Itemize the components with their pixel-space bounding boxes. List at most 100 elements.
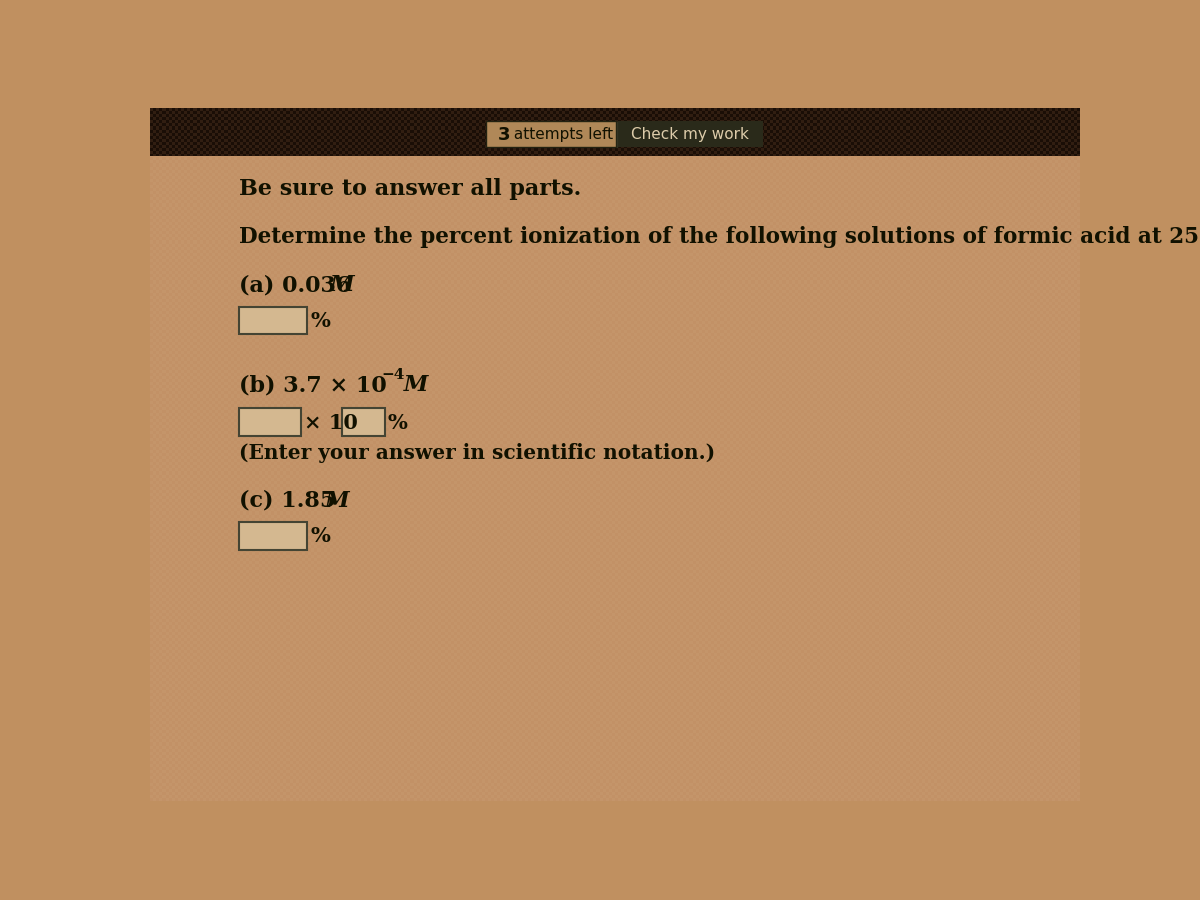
FancyBboxPatch shape	[928, 210, 931, 212]
FancyBboxPatch shape	[841, 253, 845, 256]
FancyBboxPatch shape	[256, 139, 258, 142]
FancyBboxPatch shape	[904, 382, 906, 385]
FancyBboxPatch shape	[361, 632, 364, 634]
FancyBboxPatch shape	[1052, 191, 1055, 194]
FancyBboxPatch shape	[497, 626, 500, 628]
FancyBboxPatch shape	[218, 410, 221, 413]
FancyBboxPatch shape	[236, 453, 240, 456]
FancyBboxPatch shape	[835, 266, 839, 268]
FancyBboxPatch shape	[314, 450, 317, 453]
FancyBboxPatch shape	[391, 392, 395, 394]
FancyBboxPatch shape	[608, 755, 612, 758]
FancyBboxPatch shape	[518, 253, 522, 256]
FancyBboxPatch shape	[776, 324, 779, 327]
FancyBboxPatch shape	[506, 708, 510, 712]
FancyBboxPatch shape	[512, 339, 516, 342]
FancyBboxPatch shape	[959, 339, 962, 342]
FancyBboxPatch shape	[242, 632, 246, 634]
FancyBboxPatch shape	[377, 690, 379, 693]
FancyBboxPatch shape	[218, 656, 221, 660]
FancyBboxPatch shape	[802, 385, 804, 388]
FancyBboxPatch shape	[494, 197, 497, 201]
FancyBboxPatch shape	[571, 619, 575, 623]
FancyBboxPatch shape	[401, 431, 404, 435]
FancyBboxPatch shape	[553, 465, 556, 468]
FancyBboxPatch shape	[764, 632, 767, 634]
FancyBboxPatch shape	[518, 474, 522, 478]
FancyBboxPatch shape	[289, 382, 293, 385]
FancyBboxPatch shape	[640, 687, 643, 690]
FancyBboxPatch shape	[742, 444, 745, 446]
FancyBboxPatch shape	[438, 425, 442, 428]
FancyBboxPatch shape	[534, 176, 538, 179]
FancyBboxPatch shape	[1070, 339, 1074, 342]
FancyBboxPatch shape	[150, 182, 154, 185]
FancyBboxPatch shape	[608, 613, 612, 617]
FancyBboxPatch shape	[968, 533, 972, 536]
FancyBboxPatch shape	[990, 487, 994, 490]
FancyBboxPatch shape	[841, 598, 845, 601]
FancyBboxPatch shape	[847, 487, 851, 490]
FancyBboxPatch shape	[1039, 314, 1043, 318]
FancyBboxPatch shape	[749, 727, 751, 730]
FancyBboxPatch shape	[876, 761, 878, 764]
FancyBboxPatch shape	[209, 758, 212, 761]
FancyBboxPatch shape	[968, 749, 972, 752]
FancyBboxPatch shape	[559, 681, 563, 684]
FancyBboxPatch shape	[295, 671, 299, 675]
FancyBboxPatch shape	[667, 333, 671, 336]
FancyBboxPatch shape	[839, 231, 841, 234]
FancyBboxPatch shape	[751, 478, 755, 481]
FancyBboxPatch shape	[1000, 693, 1002, 697]
FancyBboxPatch shape	[788, 706, 792, 708]
FancyBboxPatch shape	[708, 311, 712, 314]
FancyBboxPatch shape	[587, 400, 590, 404]
FancyBboxPatch shape	[221, 758, 224, 761]
FancyBboxPatch shape	[444, 671, 448, 675]
FancyBboxPatch shape	[299, 484, 302, 487]
FancyBboxPatch shape	[720, 786, 724, 788]
FancyBboxPatch shape	[370, 500, 373, 502]
FancyBboxPatch shape	[416, 502, 420, 505]
FancyBboxPatch shape	[420, 721, 422, 724]
FancyBboxPatch shape	[910, 339, 913, 342]
FancyBboxPatch shape	[571, 669, 575, 671]
FancyBboxPatch shape	[900, 798, 904, 801]
FancyBboxPatch shape	[571, 336, 575, 339]
FancyBboxPatch shape	[295, 203, 299, 207]
FancyBboxPatch shape	[556, 179, 559, 182]
FancyBboxPatch shape	[1031, 570, 1033, 573]
FancyBboxPatch shape	[250, 435, 252, 437]
FancyBboxPatch shape	[922, 333, 925, 336]
FancyBboxPatch shape	[541, 385, 544, 388]
FancyBboxPatch shape	[851, 127, 853, 130]
FancyBboxPatch shape	[277, 591, 281, 595]
FancyBboxPatch shape	[990, 382, 994, 385]
FancyBboxPatch shape	[841, 320, 845, 324]
FancyBboxPatch shape	[346, 266, 348, 268]
FancyBboxPatch shape	[330, 182, 332, 185]
FancyBboxPatch shape	[206, 515, 209, 518]
FancyBboxPatch shape	[708, 292, 712, 296]
FancyBboxPatch shape	[410, 570, 414, 573]
FancyBboxPatch shape	[295, 234, 299, 238]
FancyBboxPatch shape	[206, 779, 209, 782]
FancyBboxPatch shape	[432, 130, 436, 132]
FancyBboxPatch shape	[547, 490, 550, 493]
FancyBboxPatch shape	[692, 487, 696, 490]
FancyBboxPatch shape	[845, 638, 847, 641]
FancyBboxPatch shape	[857, 219, 860, 222]
FancyBboxPatch shape	[463, 548, 466, 552]
FancyBboxPatch shape	[256, 533, 258, 536]
FancyBboxPatch shape	[367, 194, 370, 197]
FancyBboxPatch shape	[962, 441, 965, 444]
FancyBboxPatch shape	[996, 591, 1000, 595]
FancyBboxPatch shape	[1012, 286, 1015, 290]
FancyBboxPatch shape	[913, 158, 916, 160]
FancyBboxPatch shape	[792, 346, 794, 348]
FancyBboxPatch shape	[479, 515, 481, 518]
FancyBboxPatch shape	[972, 222, 974, 225]
FancyBboxPatch shape	[913, 249, 916, 253]
FancyBboxPatch shape	[466, 576, 469, 580]
FancyBboxPatch shape	[900, 127, 904, 130]
